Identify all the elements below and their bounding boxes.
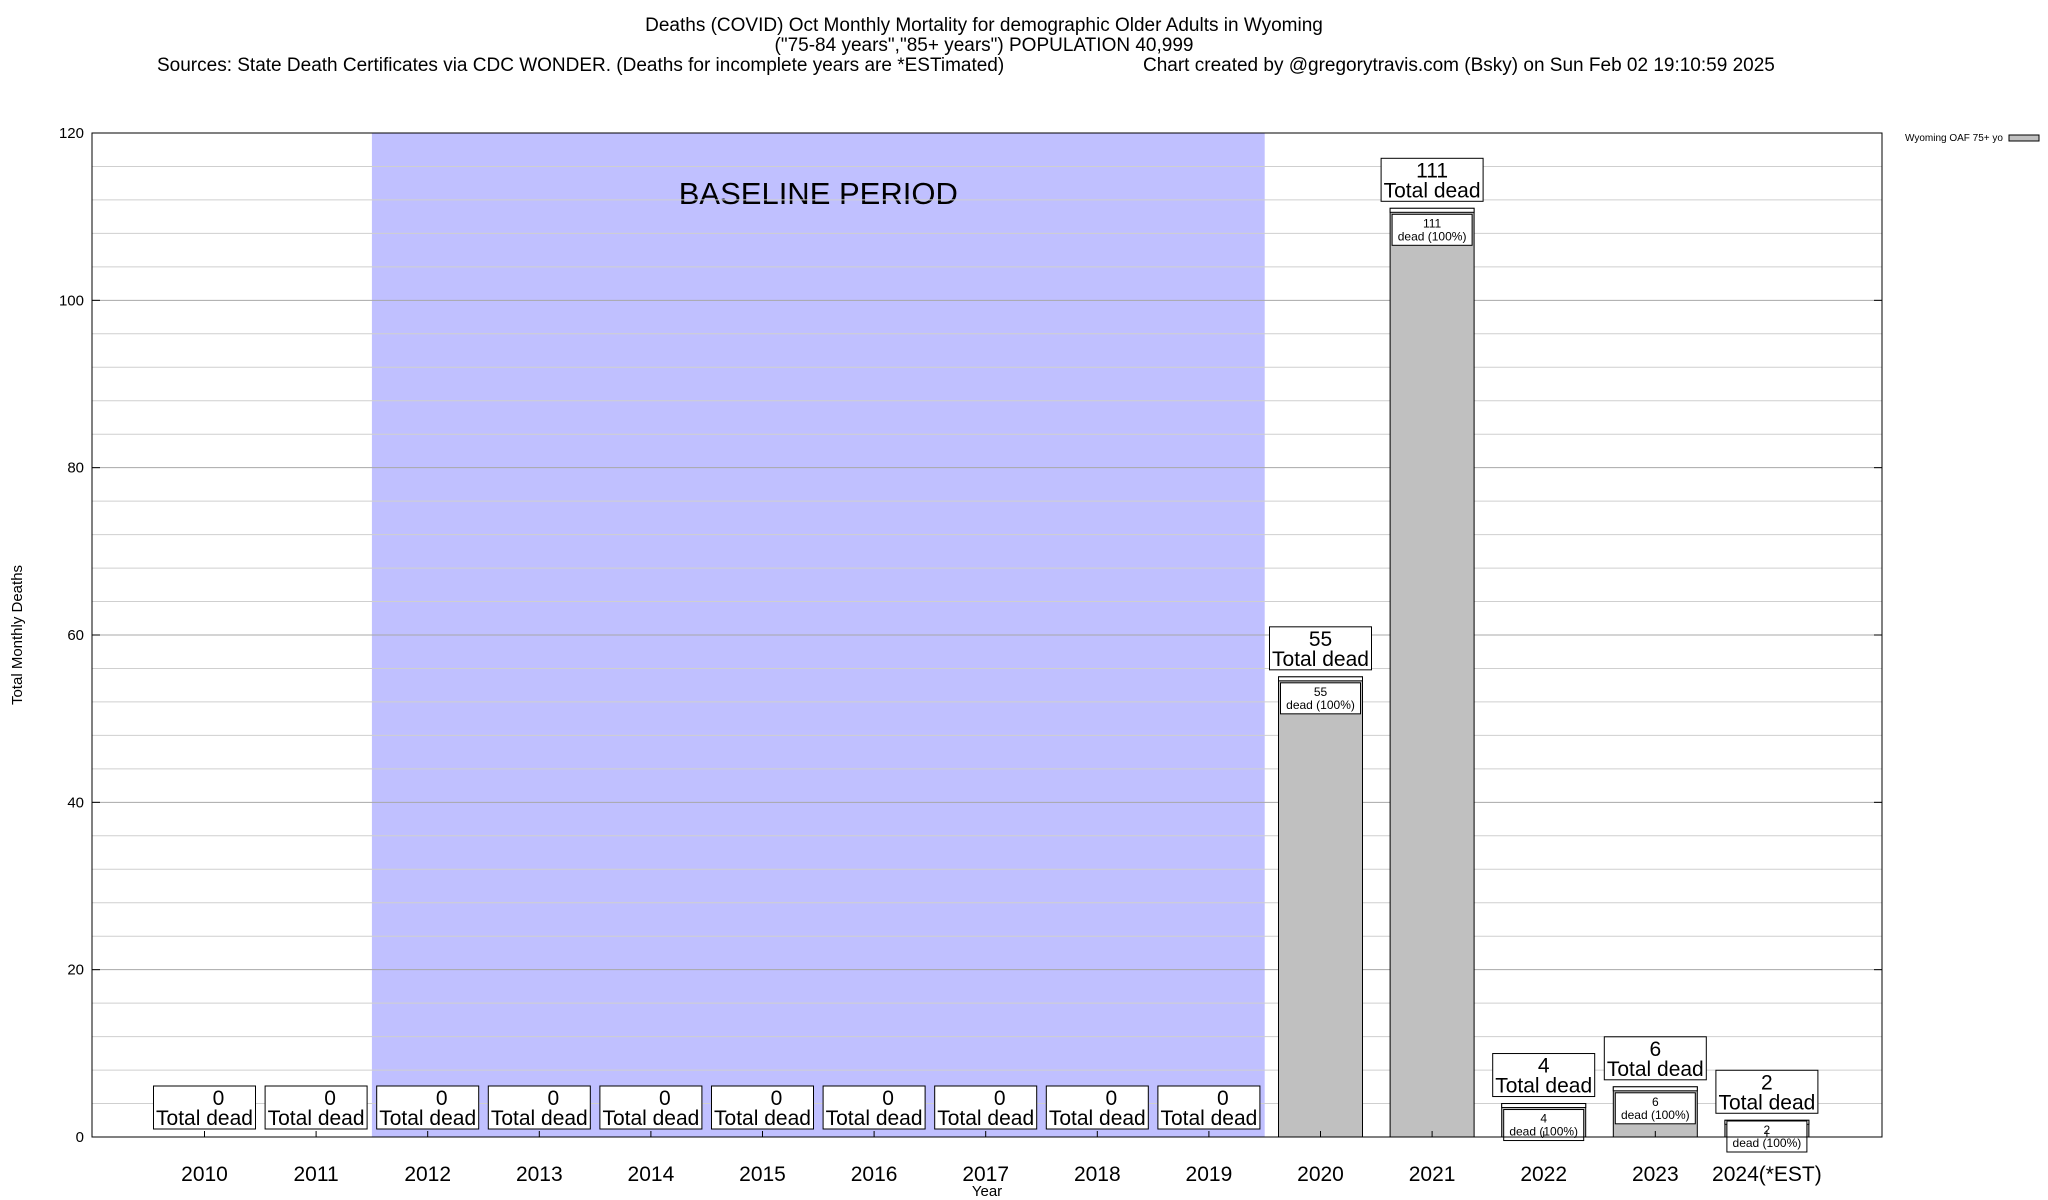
bar-inner-label-box — [1614, 1092, 1696, 1125]
total-label-suffix: Total dead — [1049, 1107, 1146, 1130]
total-label-value: 2 — [1761, 1071, 1773, 1094]
x-tick-label: 2024(*EST) — [1712, 1163, 1822, 1186]
total-label-value: 55 — [1309, 628, 1332, 651]
total-label-box — [1269, 626, 1372, 671]
chart-sources: Sources: State Death Certificates via CD… — [157, 55, 1004, 76]
y-tick-label: 80 — [67, 460, 84, 477]
bar-cap — [1501, 1103, 1587, 1109]
total-label-box — [1045, 1085, 1149, 1130]
total-label-box — [822, 1085, 926, 1130]
total-label-suffix: Total dead — [268, 1107, 365, 1130]
total-label-suffix: Total dead — [826, 1107, 923, 1130]
total-label-box — [1492, 1053, 1596, 1098]
bar-inner-value: 111 — [1423, 216, 1442, 230]
bar-inner-value: 6 — [1652, 1095, 1659, 1109]
x-tick-label: 2019 — [1186, 1163, 1233, 1186]
total-label-value: 0 — [659, 1087, 671, 1110]
total-label-box — [376, 1085, 480, 1130]
x-tick-label: 2012 — [404, 1163, 451, 1186]
total-label-suffix: Total dead — [602, 1107, 699, 1130]
x-tick-label: 2013 — [516, 1163, 563, 1186]
total-label-suffix: Total dead — [1272, 648, 1369, 671]
legend-label: Wyoming OAF 75+ yo — [1905, 133, 2003, 144]
total-label-value: 0 — [1105, 1087, 1117, 1110]
total-label-suffix: Total dead — [1495, 1075, 1592, 1098]
bar-cap — [1612, 1086, 1698, 1092]
x-tick-label: 2014 — [628, 1163, 675, 1186]
bar-inner-suffix: dead (100%) — [1733, 1136, 1802, 1150]
y-tick-label: 60 — [67, 627, 84, 644]
bar-inner-value: 4 — [1540, 1112, 1547, 1126]
total-label-value: 0 — [1217, 1087, 1229, 1110]
total-label-suffix: Total dead — [937, 1107, 1034, 1130]
y-tick-label: 100 — [59, 292, 84, 309]
x-tick-label: 2018 — [1074, 1163, 1121, 1186]
x-tick-label: 2023 — [1632, 1163, 1679, 1186]
y-tick-label: 40 — [67, 794, 84, 811]
total-label-box — [711, 1085, 814, 1130]
total-label-box — [1157, 1085, 1261, 1130]
total-label-suffix: Total dead — [714, 1107, 811, 1130]
total-label-value: 0 — [771, 1087, 783, 1110]
x-tick-label: 2021 — [1409, 1163, 1456, 1186]
bar-inner-label-box — [1503, 1109, 1585, 1142]
total-label-suffix: Total dead — [1718, 1091, 1815, 1114]
bar-inner-label-box — [1391, 213, 1473, 246]
y-tick-label: 120 — [59, 125, 84, 142]
total-label-value: 0 — [882, 1087, 894, 1110]
x-tick-label: 2016 — [851, 1163, 898, 1186]
bar-cap — [1389, 207, 1475, 213]
bar-inner-value: 55 — [1314, 685, 1328, 699]
total-label-suffix: Total dead — [1160, 1107, 1257, 1130]
total-label-value: 0 — [213, 1087, 225, 1110]
total-label-suffix: Total dead — [491, 1107, 588, 1130]
x-tick-label: 2022 — [1520, 1163, 1567, 1186]
bar-inner-suffix: dead (100%) — [1398, 229, 1467, 243]
chart-title-line-1: Deaths (COVID) Oct Monthly Mortality for… — [645, 15, 1323, 36]
total-label-value: 0 — [324, 1087, 336, 1110]
x-tick-label: 2010 — [181, 1163, 228, 1186]
total-label-box — [599, 1085, 703, 1130]
total-label-suffix: Total dead — [1384, 179, 1481, 202]
x-tick-label: 2017 — [962, 1163, 1009, 1186]
x-tick-label: 2015 — [739, 1163, 786, 1186]
total-label-suffix: Total dead — [379, 1107, 476, 1130]
total-label-value: 0 — [547, 1087, 559, 1110]
x-axis-label: Year — [972, 1183, 1002, 1200]
bar-inner-suffix: dead (100%) — [1621, 1108, 1690, 1122]
total-label-value: 0 — [994, 1087, 1006, 1110]
total-label-value: 4 — [1538, 1055, 1550, 1078]
y-tick-label: 20 — [67, 962, 84, 979]
baseline-period-label: BASELINE PERIOD — [679, 176, 958, 211]
total-label-box — [1603, 1036, 1707, 1081]
total-label-box — [264, 1085, 368, 1130]
total-label-box — [487, 1085, 591, 1130]
total-label-box — [153, 1085, 256, 1130]
y-axis-label: Total Monthly Deaths — [9, 565, 26, 705]
y-tick-label: 0 — [76, 1129, 84, 1146]
chart-credit: Chart created by @gregorytravis.com (Bsk… — [1143, 55, 1775, 76]
legend-swatch — [2008, 134, 2040, 142]
legend: Wyoming OAF 75+ yo — [1905, 133, 2040, 144]
chart-title-line-2: ("75-84 years","85+ years") POPULATION 4… — [775, 35, 1194, 56]
total-label-box — [1715, 1069, 1819, 1114]
total-label-suffix: Total dead — [156, 1107, 253, 1130]
total-label-value: 0 — [436, 1087, 448, 1110]
bar-inner-label-box — [1280, 682, 1361, 715]
total-label-box — [934, 1085, 1038, 1130]
total-label-suffix: Total dead — [1607, 1058, 1704, 1081]
bar-inner-suffix: dead (100%) — [1286, 698, 1355, 712]
bar-cap — [1278, 676, 1363, 682]
bar-inner-value: 2 — [1764, 1123, 1771, 1137]
plot-frame — [91, 132, 1883, 1138]
total-label-box — [1380, 157, 1484, 202]
bar — [1389, 207, 1475, 1138]
total-label-value: 6 — [1649, 1038, 1661, 1061]
bar — [1278, 676, 1363, 1138]
total-label-value: 111 — [1416, 159, 1448, 182]
x-tick-label: 2011 — [294, 1163, 339, 1186]
x-tick-label: 2020 — [1297, 1163, 1344, 1186]
